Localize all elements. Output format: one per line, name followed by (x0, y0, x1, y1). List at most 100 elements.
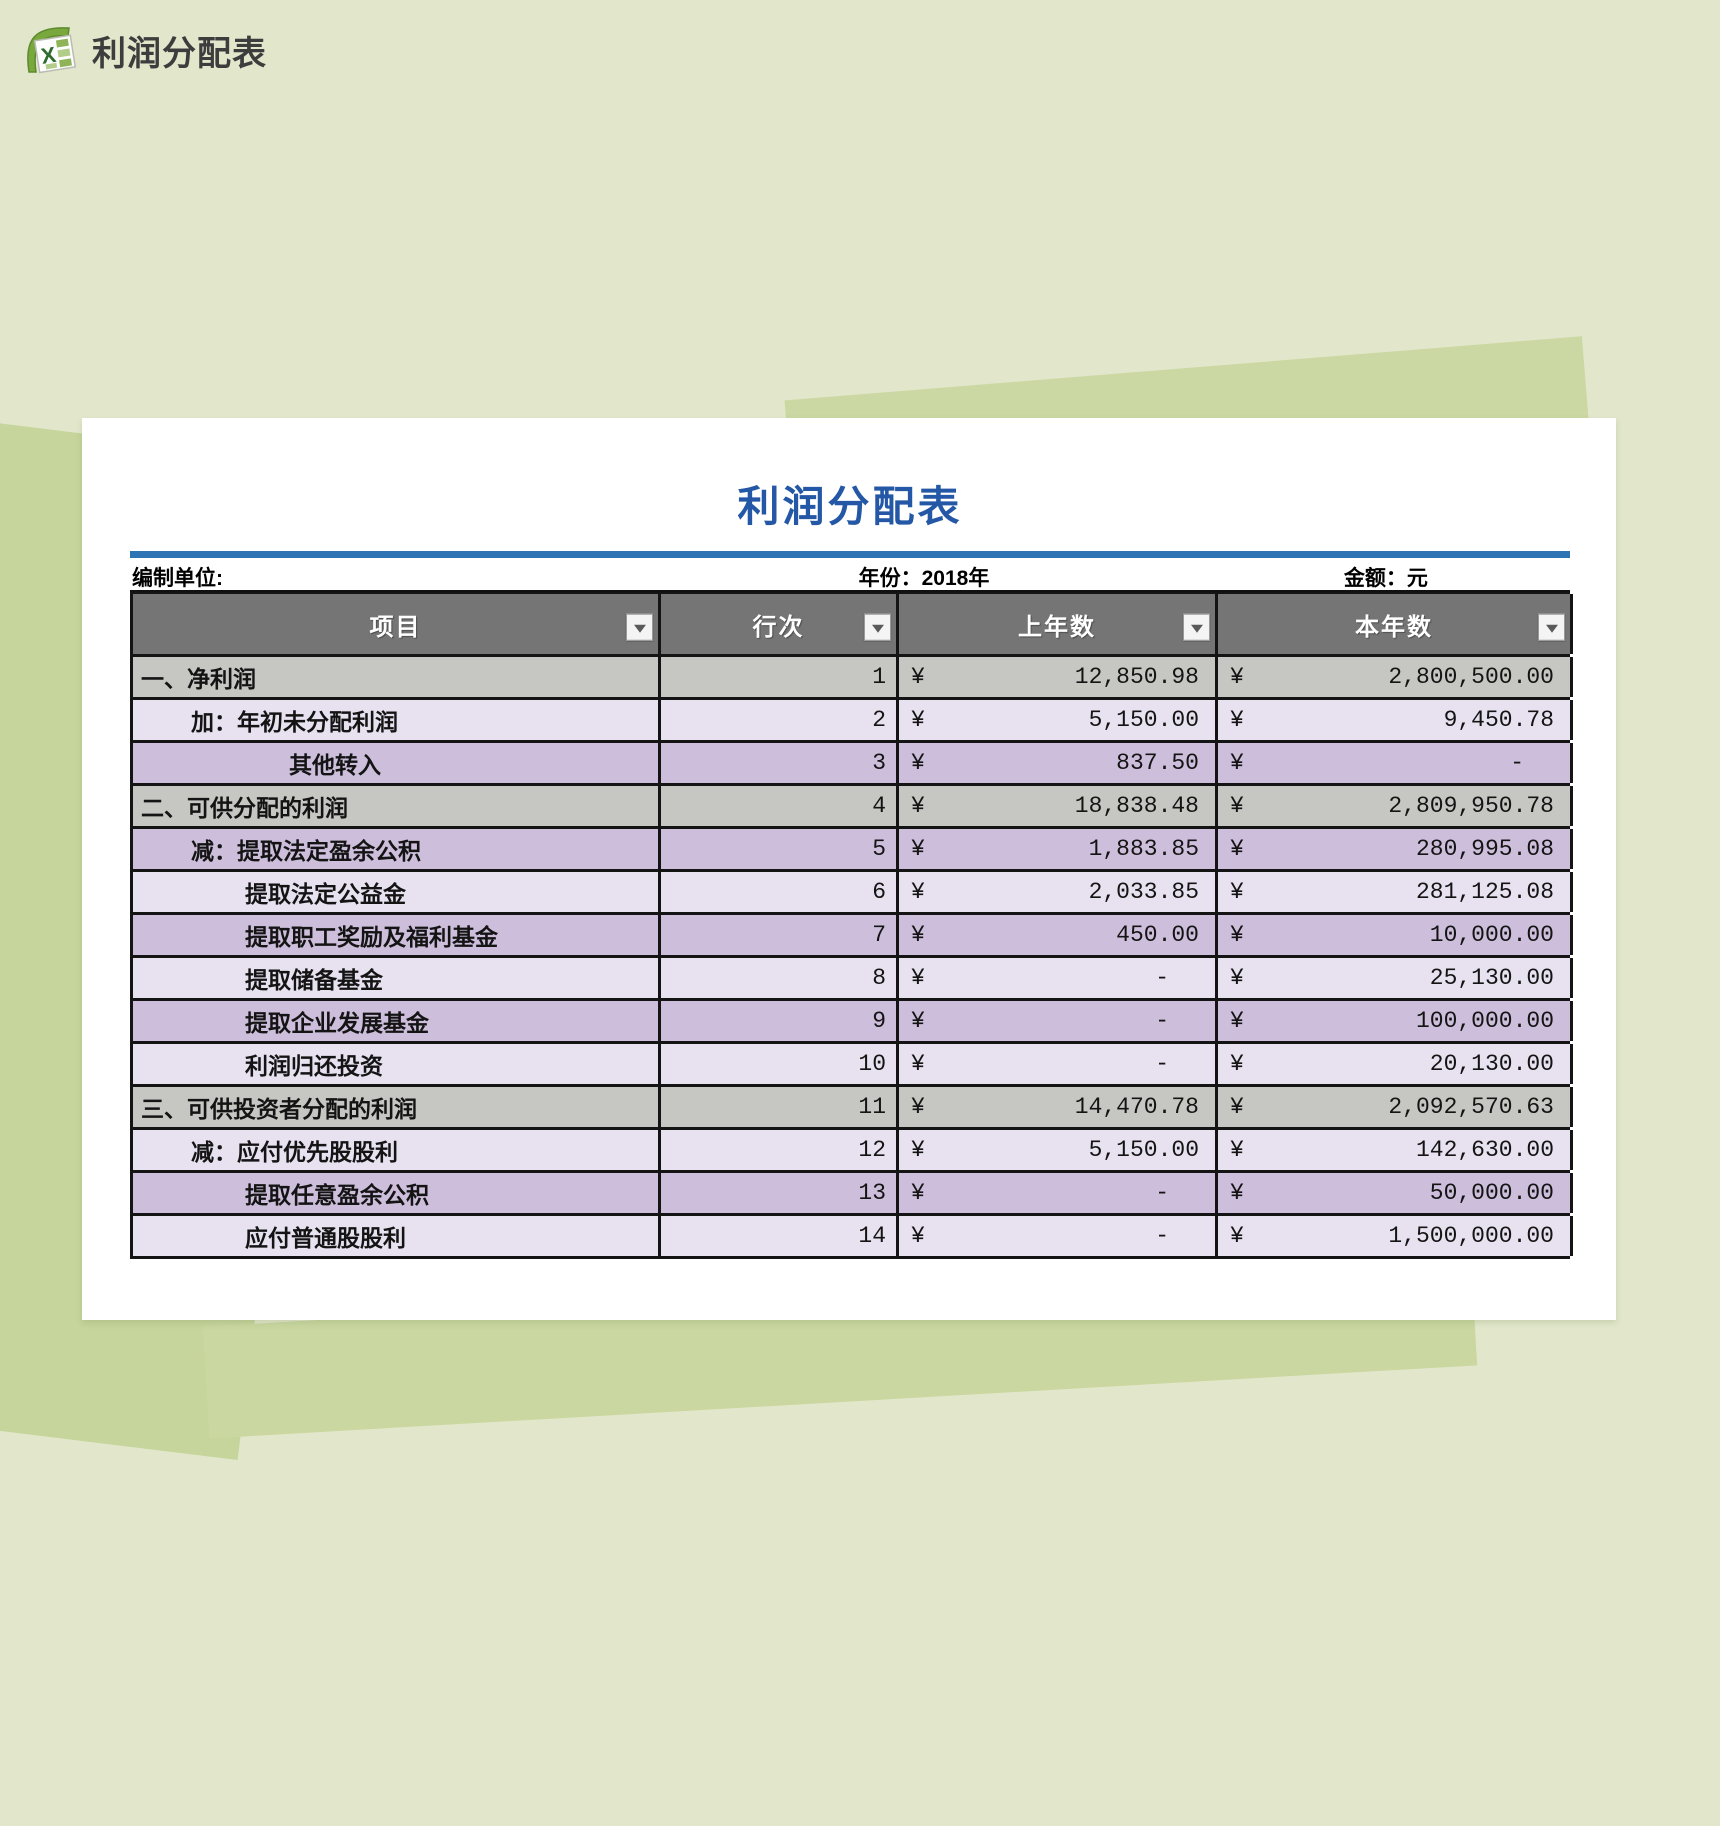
amount-value: 5,150.00 (1088, 1137, 1199, 1163)
currency-symbol: ¥ (911, 836, 925, 862)
amount-value: 2,800,500.00 (1388, 664, 1554, 690)
prev-year-amount: ¥18,838.48 (899, 786, 1218, 826)
prev-year-amount: ¥ - (899, 958, 1218, 998)
amount-value: 50,000.00 (1429, 1180, 1554, 1206)
amount-value: 2,033.85 (1088, 879, 1199, 905)
amount-value: - (1155, 1180, 1169, 1206)
currency-symbol: ¥ (911, 1094, 925, 1120)
amount-value: - (1155, 1223, 1169, 1249)
amount-value: - (1155, 965, 1169, 991)
item-label: 提取任意盈余公积 (133, 1173, 661, 1213)
svg-text:X: X (39, 42, 58, 69)
table-row: 一、净利润 1 ¥12,850.98 ¥2,800,500.00 (130, 657, 1573, 700)
amount-value: - (1510, 750, 1524, 776)
prev-year-amount: ¥5,150.00 (899, 700, 1218, 740)
line-number: 5 (661, 829, 899, 869)
amount-value: 2,809,950.78 (1388, 793, 1554, 819)
header-cell-cur-year: 本年数 (1218, 594, 1573, 654)
line-number: 9 (661, 1001, 899, 1041)
current-year-amount: ¥2,800,500.00 (1218, 657, 1573, 697)
table-row: 提取储备基金 8 ¥ - ¥25,130.00 (130, 958, 1573, 1001)
currency-symbol: ¥ (1230, 1094, 1244, 1120)
table-row: 应付普通股股利 14 ¥ - ¥1,500,000.00 (130, 1216, 1573, 1259)
currency-symbol: ¥ (911, 1051, 925, 1077)
table-row: 二、可供分配的利润 4 ¥18,838.48 ¥2,809,950.78 (130, 786, 1573, 829)
current-year-amount: ¥142,630.00 (1218, 1130, 1573, 1170)
prev-year-amount: ¥14,470.78 (899, 1087, 1218, 1127)
amount-value: 2,092,570.63 (1388, 1094, 1554, 1120)
item-label: 二、可供分配的利润 (133, 786, 661, 826)
amount-value: 20,130.00 (1429, 1051, 1554, 1077)
prev-year-amount: ¥ - (899, 1173, 1218, 1213)
line-number: 11 (661, 1087, 899, 1127)
current-year-amount: ¥1,500,000.00 (1218, 1216, 1573, 1256)
item-label: 提取法定公益金 (133, 872, 661, 912)
currency-symbol: ¥ (1230, 922, 1244, 948)
currency-symbol: ¥ (1230, 664, 1244, 690)
page-title: 利润分配表 (92, 34, 267, 73)
table-row: 加：年初未分配利润 2 ¥5,150.00 ¥9,450.78 (130, 700, 1573, 743)
currency-symbol: ¥ (1230, 1180, 1244, 1206)
filter-button-prev-year[interactable] (1183, 613, 1210, 641)
info-prepared-by: 编制单位: (132, 567, 223, 590)
line-number: 6 (661, 872, 899, 912)
line-number: 2 (661, 700, 899, 740)
current-year-amount: ¥280,995.08 (1218, 829, 1573, 869)
prev-year-amount: ¥ - (899, 1216, 1218, 1256)
header-cell-prev-year: 上年数 (899, 594, 1218, 654)
info-year: 年份：2018年 (858, 567, 990, 590)
amount-value: 5,150.00 (1088, 707, 1199, 733)
current-year-amount: ¥25,130.00 (1218, 958, 1573, 998)
amount-value: 281,125.08 (1415, 879, 1554, 905)
chevron-down-icon (1190, 624, 1203, 633)
currency-symbol: ¥ (1230, 965, 1244, 991)
amount-value: 1,883.85 (1088, 836, 1199, 862)
chevron-down-icon (633, 624, 646, 633)
filter-button-cur-year[interactable] (1538, 613, 1565, 641)
header-label-item: 项目 (369, 613, 422, 641)
currency-symbol: ¥ (911, 1137, 925, 1163)
amount-value: 142,630.00 (1415, 1137, 1554, 1163)
table-row: 提取任意盈余公积 13 ¥ - ¥50,000.00 (130, 1173, 1573, 1216)
item-label: 应付普通股股利 (133, 1216, 661, 1256)
currency-symbol: ¥ (1230, 1008, 1244, 1034)
table-row: 减：提取法定盈余公积 5 ¥1,883.85 ¥280,995.08 (130, 829, 1573, 872)
amount-value: 10,000.00 (1429, 922, 1554, 948)
current-year-amount: ¥50,000.00 (1218, 1173, 1573, 1213)
currency-symbol: ¥ (1230, 879, 1244, 905)
table-body: 一、净利润 1 ¥12,850.98 ¥2,800,500.00 加：年初未分配利润 2 ¥… (130, 657, 1573, 1259)
currency-symbol: ¥ (911, 707, 925, 733)
item-label: 其他转入 (133, 743, 661, 783)
line-number: 1 (661, 657, 899, 697)
currency-symbol: ¥ (911, 1008, 925, 1034)
item-label: 三、可供投资者分配的利润 (133, 1087, 661, 1127)
prev-year-amount: ¥ - (899, 1044, 1218, 1084)
amount-value: 18,838.48 (1074, 793, 1199, 819)
currency-symbol: ¥ (911, 664, 925, 690)
excel-icon: X (22, 22, 77, 78)
line-number: 12 (661, 1130, 899, 1170)
chevron-down-icon (871, 624, 884, 633)
amount-value: 100,000.00 (1415, 1008, 1554, 1034)
filter-button-item[interactable] (626, 613, 653, 641)
prev-year-amount: ¥5,150.00 (899, 1130, 1218, 1170)
filter-button-lineno[interactable] (864, 613, 891, 641)
item-label: 提取企业发展基金 (133, 1001, 661, 1041)
spreadsheet: 利润分配表 编制单位: 年份：2018年 金额：元 项目 行次 上年数 本年数 (130, 485, 1573, 1259)
table-header-row: 项目 行次 上年数 本年数 (130, 592, 1573, 657)
currency-symbol: ¥ (1230, 1051, 1244, 1077)
table-row: 其他转入 3 ¥837.50 ¥ - (130, 743, 1573, 786)
table-row: 利润归还投资 10 ¥ - ¥20,130.00 (130, 1044, 1573, 1087)
info-unit: 金额：元 (1343, 567, 1428, 590)
current-year-amount: ¥2,092,570.63 (1218, 1087, 1573, 1127)
header-cell-item: 项目 (133, 594, 661, 654)
table-row: 提取企业发展基金 9 ¥ - ¥100,000.00 (130, 1001, 1573, 1044)
currency-symbol: ¥ (911, 793, 925, 819)
current-year-amount: ¥ - (1218, 743, 1573, 783)
currency-symbol: ¥ (1230, 793, 1244, 819)
amount-value: 25,130.00 (1429, 965, 1554, 991)
currency-symbol: ¥ (911, 1180, 925, 1206)
prev-year-amount: ¥450.00 (899, 915, 1218, 955)
header-cell-lineno: 行次 (661, 594, 899, 654)
line-number: 14 (661, 1216, 899, 1256)
